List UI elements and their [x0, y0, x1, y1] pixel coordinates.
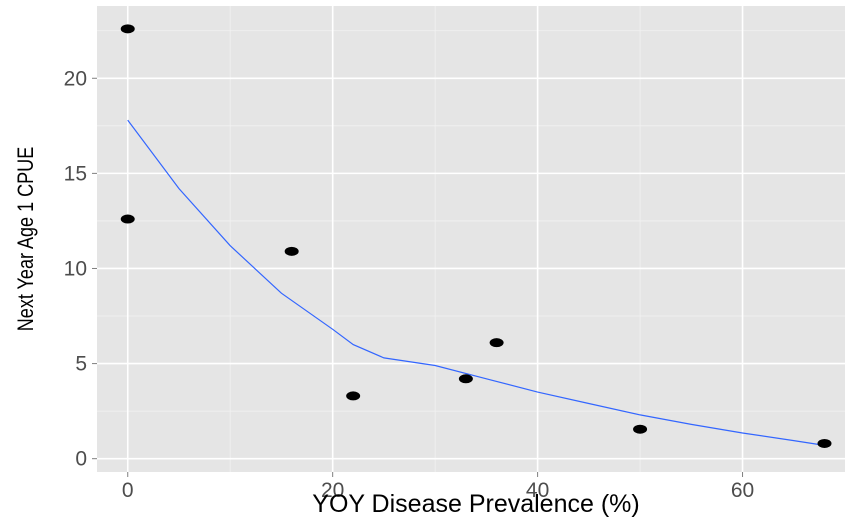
data-point: [489, 338, 504, 348]
y-axis-tick-labels: 0 5 10 15 20: [64, 67, 87, 470]
data-point: [120, 214, 135, 224]
x-tick-label: 20: [321, 479, 344, 502]
x-axis-title: YOY Disease Prevalence (%): [312, 490, 639, 518]
data-point: [346, 391, 361, 401]
minor-gridlines: [97, 6, 845, 472]
data-point: [284, 246, 299, 256]
x-tick-label: 0: [122, 479, 134, 502]
major-gridlines: [97, 6, 845, 472]
x-tick-label: 60: [731, 479, 754, 502]
y-axis-title: Next Year Age 1 CPUE: [14, 147, 38, 331]
data-points: [120, 24, 832, 448]
axis-ticks: [92, 77, 744, 477]
y-tick-label: 5: [75, 353, 87, 376]
data-point: [633, 424, 648, 434]
data-point: [458, 374, 473, 384]
y-tick-label: 0: [75, 448, 87, 471]
x-axis-tick-labels: 0 20 40 60: [122, 479, 754, 502]
y-tick-label: 15: [64, 162, 87, 185]
smooth-trend-line: [127, 119, 825, 446]
data-point: [817, 438, 832, 448]
y-tick-label: 10: [64, 257, 87, 280]
x-tick-label: 40: [526, 479, 549, 502]
data-point: [120, 24, 135, 34]
plot-panel: [97, 6, 845, 472]
y-tick-label: 20: [64, 67, 87, 90]
